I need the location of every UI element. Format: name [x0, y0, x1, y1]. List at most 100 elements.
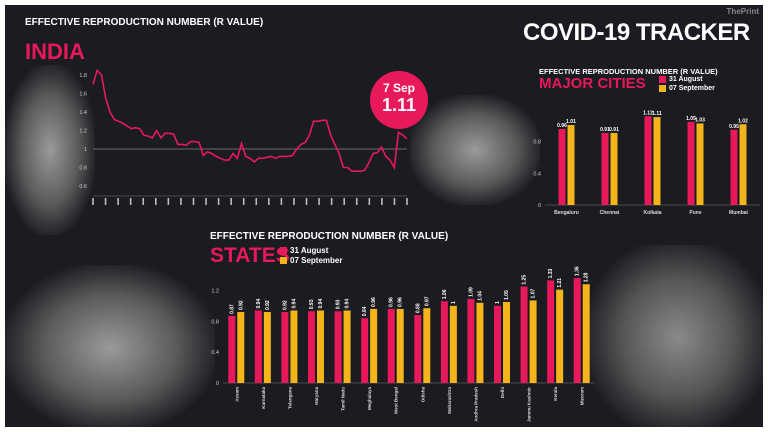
swab-test-photo [410, 95, 540, 205]
bar-31-aug [573, 278, 581, 383]
states-title: STATES [210, 244, 290, 267]
data-label: 0.88 [415, 303, 421, 313]
data-label: 0.84 [362, 306, 368, 316]
data-label: 1.05 [686, 116, 696, 122]
x-tick-mark [92, 198, 94, 205]
bar-07-sep [696, 123, 704, 205]
x-tick-mark [155, 198, 157, 205]
bar-07-sep [582, 284, 590, 383]
bar-31-aug [601, 132, 609, 205]
data-label: 1.09 [468, 287, 474, 297]
data-label: 0.94 [291, 299, 297, 309]
data-label: 1.21 [557, 278, 563, 288]
data-label: 1.33 [548, 268, 554, 278]
category-label: Haryana [314, 387, 319, 405]
data-label: 0.94 [318, 299, 324, 309]
y-tick-label: 1.2 [211, 288, 219, 294]
data-label: 0.97 [424, 296, 430, 306]
category-label: Chennai [600, 210, 620, 216]
data-label: 1 [495, 301, 501, 304]
callout-date: 7 Sep [382, 81, 415, 95]
x-tick-mark [167, 198, 170, 205]
bar-07-sep [567, 125, 575, 205]
ambulance-workers-photo [590, 245, 763, 427]
x-tick-mark [343, 198, 345, 205]
y-tick-label: 0 [216, 381, 219, 387]
data-label: 0.96 [389, 297, 395, 307]
y-tick-label: 0.4 [533, 171, 541, 177]
bar-31-aug [520, 286, 528, 383]
y-tick-label: 1.2 [79, 129, 87, 135]
category-label: Mumbai [729, 210, 749, 216]
callout-bubble: 7 Sep 1.11 [370, 71, 428, 129]
bar-31-aug [687, 121, 695, 205]
x-tick-mark [305, 198, 308, 205]
bar-31-aug [414, 315, 422, 383]
bar-31-aug [644, 116, 652, 205]
category-label: West Bengal [394, 387, 399, 414]
data-label: 1.07 [531, 289, 537, 299]
data-label: 0.96 [557, 123, 567, 129]
states-legend-a: 31 August [280, 246, 328, 255]
data-label: 1.01 [566, 119, 576, 125]
bar-31-aug [494, 305, 501, 383]
bar-31-aug [228, 315, 236, 383]
page-title: COVID-19 TRACKER [523, 19, 750, 46]
data-label: 1.28 [584, 272, 590, 282]
x-tick-mark [242, 198, 245, 205]
y-tick-label: 0 [538, 203, 541, 209]
data-label: 0.92 [265, 300, 271, 310]
category-label: Bengaluru [554, 210, 579, 216]
bar-07-sep [449, 305, 457, 383]
y-tick-label: 0.8 [79, 166, 87, 172]
data-label: 0.93 [336, 299, 342, 309]
bar-31-aug [334, 311, 342, 383]
bar-07-sep [739, 124, 747, 205]
states-legend-b: 07 September [280, 256, 342, 265]
x-tick-mark [318, 198, 320, 205]
x-tick-mark [192, 198, 195, 205]
category-label: Delhi [500, 387, 505, 398]
x-tick-mark [293, 198, 295, 205]
bar-07-sep [503, 302, 510, 383]
category-label: Assam [234, 387, 239, 402]
y-tick-label: 1.8 [79, 73, 87, 79]
bar-07-sep [396, 308, 404, 383]
category-label: Odisha [420, 387, 425, 403]
x-tick-mark [129, 198, 132, 205]
y-tick-label: 1.4 [79, 110, 87, 116]
data-label: 0.95 [729, 124, 739, 130]
data-label: 0.96 [398, 297, 404, 307]
bar-31-aug [308, 311, 315, 383]
y-tick-label: 0.8 [533, 140, 541, 146]
category-label: Meghalaya [367, 387, 372, 411]
bar-07-sep [610, 132, 618, 205]
data-label: 0.93 [309, 299, 315, 309]
bar-07-sep [317, 310, 324, 383]
x-tick-mark [330, 198, 333, 205]
data-label: 0.94 [256, 299, 262, 309]
bar-07-sep [653, 117, 661, 205]
charts-layer: 1.81.61.41.210.80.600.40.80.961.01Bengal… [79, 68, 760, 422]
category-label: Kolkata [643, 210, 661, 216]
bar-07-sep [343, 310, 351, 383]
category-label: Pune [689, 210, 701, 216]
x-tick-mark [104, 198, 107, 205]
category-label: Kerala [553, 387, 558, 401]
category-label: Maharashtra [447, 387, 452, 414]
india-r-line [92, 68, 408, 172]
x-tick-mark [255, 198, 258, 205]
category-label: Karnataka [261, 387, 266, 409]
data-label: 0.91 [600, 127, 610, 133]
x-tick-mark [180, 198, 182, 205]
category-label: Telangana [287, 387, 292, 409]
bar-07-sep [237, 312, 245, 383]
category-label: Mizoram [580, 387, 585, 405]
states-subtitle: EFFECTIVE REPRODUCTION NUMBER (R VALUE) [210, 231, 449, 242]
y-tick-label: 1 [84, 147, 87, 153]
x-tick-mark [205, 198, 207, 205]
data-label: 1.36 [575, 266, 581, 276]
bar-07-sep [476, 302, 484, 383]
watermark: ThePrint [726, 7, 759, 16]
bar-31-aug [281, 312, 289, 383]
